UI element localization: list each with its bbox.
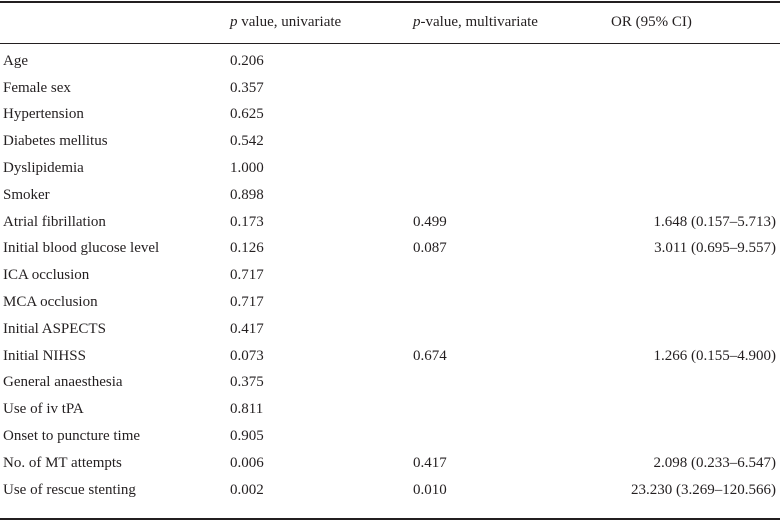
p-multivariate-cell	[410, 182, 608, 209]
table-row: ICA occlusion 0.717	[0, 262, 780, 289]
table-header-rule	[0, 43, 780, 44]
p-univariate-cell: 0.717	[230, 294, 264, 311]
variable-cell: Hypertension	[3, 106, 84, 123]
or-ci-cell: 1.266 (0.155–4.900)	[653, 347, 777, 364]
p-univariate-cell: 0.625	[230, 106, 264, 123]
header-p-symbol: p	[413, 13, 421, 30]
or-ci-cell	[608, 423, 780, 450]
or-ci-cell: 23.230 (3.269–120.566)	[631, 481, 776, 498]
header-or-ci: OR (95% CI)	[611, 13, 692, 30]
p-multivariate-cell	[410, 155, 608, 182]
or-ci-cell	[608, 155, 780, 182]
table-row: Age 0.206	[0, 44, 780, 75]
table-top-rule	[0, 1, 780, 3]
p-multivariate-cell	[410, 316, 608, 343]
p-univariate-cell: 0.905	[230, 428, 264, 445]
variable-cell: Smoker	[3, 186, 50, 203]
p-multivariate-cell: 0.499	[413, 213, 447, 230]
p-multivariate-cell	[410, 44, 608, 75]
table-header-row: p value, univariate p-value, multivariat…	[0, 0, 780, 44]
table-row: MCA occlusion 0.717	[0, 289, 780, 316]
p-univariate-cell: 0.206	[230, 52, 264, 69]
p-multivariate-cell	[410, 102, 608, 129]
or-ci-cell	[608, 75, 780, 102]
variable-cell: Diabetes mellitus	[3, 133, 108, 150]
or-ci-cell	[608, 370, 780, 397]
p-multivariate-cell	[410, 423, 608, 450]
p-multivariate-cell	[410, 262, 608, 289]
table-row: Initial NIHSS 0.073 0.674 1.266 (0.155–4.90…	[0, 343, 780, 370]
variable-cell: Female sex	[3, 79, 71, 96]
p-univariate-cell: 0.898	[230, 186, 264, 203]
p-multivariate-cell	[410, 289, 608, 316]
p-multivariate-cell: 0.674	[413, 347, 447, 364]
p-multivariate-cell	[410, 128, 608, 155]
variable-cell: ICA occlusion	[3, 267, 90, 284]
or-ci-cell	[608, 182, 780, 209]
variable-cell: Onset to puncture time	[3, 428, 141, 445]
table-row: Use of rescue stenting 0.002 0.010 23.230 (…	[0, 477, 780, 504]
p-multivariate-cell	[410, 396, 608, 423]
variable-cell: Initial blood glucose level	[3, 240, 160, 257]
header-p-multivariate: p-value, multivariate	[410, 0, 608, 44]
table-row: Onset to puncture time 0.905	[0, 423, 780, 450]
table-bottom-rule	[0, 518, 780, 520]
p-univariate-cell: 0.811	[230, 401, 264, 418]
or-ci-cell	[608, 128, 780, 155]
table-row: Smoker 0.898	[0, 182, 780, 209]
p-multivariate-cell: 0.087	[413, 240, 447, 257]
table-row: Atrial fibrillation 0.173 0.499 1.648 (0.15…	[0, 209, 780, 236]
p-univariate-cell: 0.173	[230, 213, 264, 230]
or-ci-cell	[608, 396, 780, 423]
table-row: Initial blood glucose level 0.126 0.087 3.0…	[0, 236, 780, 263]
variable-cell: Use of rescue stenting	[3, 481, 136, 498]
header-p-symbol: p	[230, 13, 238, 30]
variable-cell: MCA occlusion	[3, 294, 98, 311]
or-ci-cell: 1.648 (0.157–5.713)	[653, 213, 777, 230]
table-row: Initial ASPECTS 0.417	[0, 316, 780, 343]
table-row: Female sex 0.357	[0, 75, 780, 102]
or-ci-cell	[608, 316, 780, 343]
table-row: General anaesthesia 0.375	[0, 370, 780, 397]
p-multivariate-cell: 0.010	[413, 481, 447, 498]
p-univariate-cell: 0.357	[230, 79, 264, 96]
table-row: Diabetes mellitus 0.542	[0, 128, 780, 155]
p-univariate-cell: 0.375	[230, 374, 264, 391]
or-ci-cell	[608, 44, 780, 75]
or-ci-cell	[608, 289, 780, 316]
p-univariate-cell: 1.000	[230, 160, 264, 177]
header-p-univariate: p value, univariate	[230, 0, 410, 44]
header-variable	[0, 0, 230, 44]
p-multivariate-cell	[410, 370, 608, 397]
p-univariate-cell: 0.073	[230, 347, 264, 364]
or-ci-cell: 2.098 (0.233–6.547)	[653, 454, 777, 471]
p-univariate-cell: 0.542	[230, 133, 264, 150]
p-univariate-cell: 0.006	[230, 454, 264, 471]
table-row: Hypertension 0.625	[0, 102, 780, 129]
variable-cell: Dyslipidemia	[3, 160, 84, 177]
p-univariate-cell: 0.126	[230, 240, 264, 257]
variable-cell: General anaesthesia	[3, 374, 123, 391]
p-multivariate-cell: 0.417	[413, 454, 447, 471]
p-multivariate-cell	[410, 75, 608, 102]
variable-cell: No. of MT attempts	[3, 454, 122, 471]
table-row: Use of iv tPA 0.811	[0, 396, 780, 423]
p-univariate-cell: 0.717	[230, 267, 264, 284]
variable-cell: Use of iv tPA	[3, 401, 84, 418]
p-univariate-cell: 0.002	[230, 481, 264, 498]
variable-cell: Initial ASPECTS	[3, 320, 106, 337]
or-ci-cell	[608, 262, 780, 289]
or-ci-cell	[608, 102, 780, 129]
table-row: No. of MT attempts 0.006 0.417 2.098 (0.233…	[0, 450, 780, 477]
results-table: p value, univariate p-value, multivariat…	[0, 0, 780, 504]
table-body: Age 0.206 Female sex 0.357 Hypertension 0.625…	[0, 44, 780, 504]
table-row: Dyslipidemia 1.000	[0, 155, 780, 182]
variable-cell: Age	[3, 52, 28, 69]
variable-cell: Initial NIHSS	[3, 347, 86, 364]
or-ci-cell: 3.011 (0.695–9.557)	[654, 240, 776, 257]
header-multivariate-label: -value, multivariate	[420, 13, 538, 30]
header-univariate-label: value, univariate	[237, 13, 342, 30]
variable-cell: Atrial fibrillation	[3, 213, 106, 230]
p-univariate-cell: 0.417	[230, 320, 264, 337]
